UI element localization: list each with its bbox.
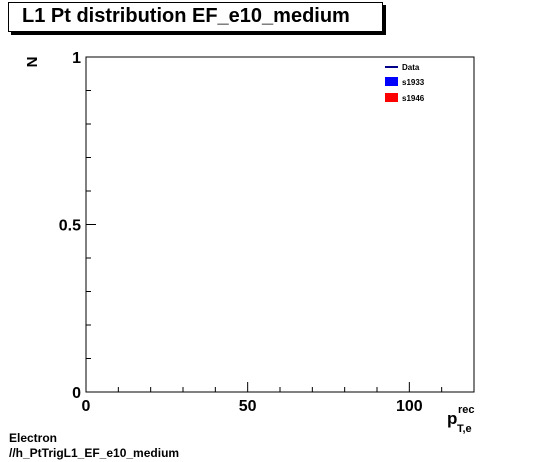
legend-s1946-label: s1946 bbox=[402, 94, 425, 103]
x-tick-label: 50 bbox=[239, 398, 257, 415]
x-axis-label: p rec T,e bbox=[447, 404, 475, 435]
footer-line2: //h_PtTrigL1_EF_e10_medium bbox=[9, 446, 180, 460]
y-tick-label: 1 bbox=[72, 50, 81, 67]
x-tick-label: 100 bbox=[396, 398, 423, 415]
y-axis-label: N bbox=[24, 57, 41, 68]
legend-s1933-label: s1933 bbox=[402, 78, 425, 87]
footer-line1: Electron bbox=[9, 431, 58, 445]
y-axis-ticks: 00.51 bbox=[59, 50, 96, 402]
x-axis-label-sub: T,e bbox=[457, 423, 472, 435]
legend-s1946-swatch bbox=[385, 93, 398, 102]
x-axis-label-sup: rec bbox=[458, 404, 475, 416]
x-axis-ticks: 0 50 100 bbox=[82, 382, 475, 415]
y-tick-label: 0 bbox=[72, 385, 81, 402]
chart-title-box: L1 Pt distribution EF_e10_medium bbox=[8, 2, 383, 32]
chart-title: L1 Pt distribution EF_e10_medium bbox=[22, 5, 350, 27]
x-tick-label: 0 bbox=[82, 398, 91, 415]
legend-data-label: Data bbox=[402, 63, 420, 72]
x-axis-label-main: p bbox=[447, 409, 457, 428]
legend-s1933-swatch bbox=[385, 77, 398, 86]
y-tick-label: 0.5 bbox=[59, 218, 81, 235]
plot-frame bbox=[85, 56, 475, 393]
legend: Data s1933 s1946 bbox=[385, 63, 425, 103]
